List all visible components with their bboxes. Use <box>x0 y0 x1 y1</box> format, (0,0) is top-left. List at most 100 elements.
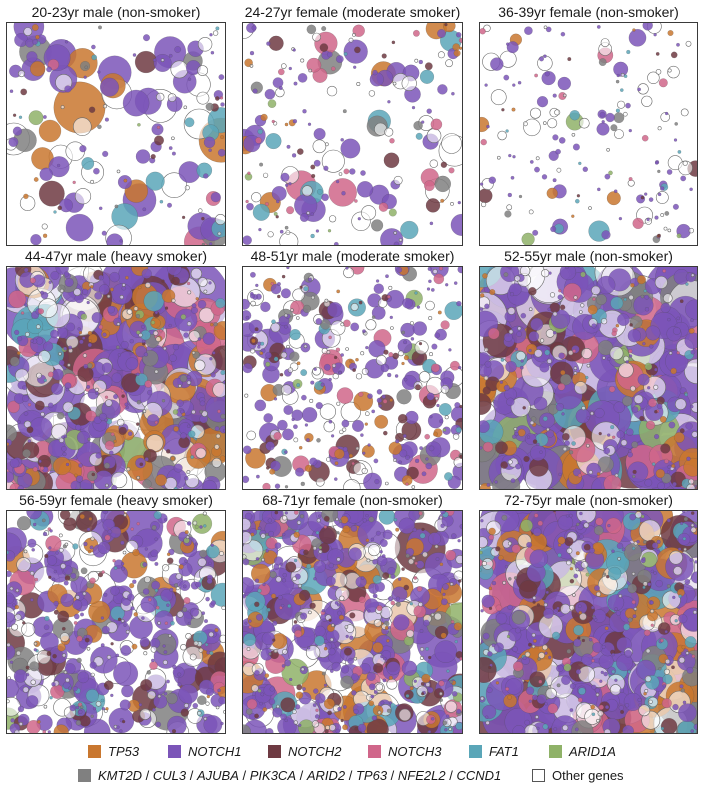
clone-notch1 <box>163 691 168 696</box>
clone-notch1 <box>208 148 212 153</box>
clone-tp53 <box>440 632 447 639</box>
clone-notch1 <box>508 153 512 158</box>
clone-tp53 <box>403 355 410 361</box>
panel-title: 20-23yr male (non-smoker) <box>31 4 201 20</box>
clone-notch1 <box>512 646 518 653</box>
clone-notch1 <box>618 705 624 711</box>
clone-notch1 <box>676 42 680 47</box>
clone-group <box>513 576 518 580</box>
panel-plot <box>242 266 463 490</box>
clone-tp53 <box>131 643 138 650</box>
clone-notch1 <box>480 182 484 186</box>
clone-other <box>183 703 189 708</box>
clone-notch1 <box>119 239 123 243</box>
clone-notch3 <box>159 328 163 333</box>
clone-group <box>135 313 141 319</box>
clone-notch1 <box>637 87 642 92</box>
clone-fat1 <box>53 210 57 214</box>
clone-notch1 <box>177 682 182 687</box>
clone-notch1 <box>76 430 91 445</box>
clone-notch1 <box>298 723 302 728</box>
clone-notch1 <box>512 725 526 733</box>
clone-other <box>250 300 256 307</box>
panel-plot <box>242 22 463 246</box>
clone-notch3 <box>112 558 116 563</box>
clone-notch1 <box>653 571 657 575</box>
clone-notch2 <box>299 285 303 289</box>
clone-other <box>203 717 208 721</box>
clone-notch1 <box>536 726 540 731</box>
clone-notch3 <box>219 96 224 100</box>
clone-other <box>678 656 686 664</box>
clone-tp53 <box>262 707 268 712</box>
clone-notch1 <box>27 439 32 443</box>
clone-notch1 <box>558 472 562 477</box>
clone-tp53 <box>16 351 21 356</box>
clone-notch2 <box>495 546 501 552</box>
clone-other <box>668 351 673 355</box>
clone-notch1 <box>140 324 146 329</box>
clone-notch1 <box>265 727 274 733</box>
clone-notch1 <box>8 136 19 148</box>
clone-notch1 <box>381 394 386 399</box>
clone-notch1 <box>275 199 280 204</box>
clone-other <box>303 344 308 349</box>
clone-other <box>523 121 528 127</box>
clone-notch1 <box>484 715 489 719</box>
clone-notch1 <box>144 547 149 551</box>
clone-fat1 <box>623 74 628 79</box>
clone-group <box>265 532 269 537</box>
bubble-plot <box>243 23 462 245</box>
clone-notch1 <box>83 635 88 639</box>
clone-fat1 <box>143 290 165 312</box>
clone-notch2 <box>577 636 581 640</box>
clone-tp53 <box>214 628 219 633</box>
clone-notch1 <box>667 317 671 322</box>
clone-other <box>673 566 683 576</box>
clone-notch1 <box>493 642 504 653</box>
clone-other <box>41 223 48 230</box>
clone-notch1 <box>573 638 582 647</box>
clone-tp53 <box>432 431 439 437</box>
clone-other <box>61 653 66 658</box>
clone-notch1 <box>75 705 80 710</box>
clone-notch1 <box>154 310 159 315</box>
clone-notch1 <box>575 408 591 424</box>
clone-notch1 <box>636 539 640 544</box>
clone-other <box>184 185 190 191</box>
clone-notch1 <box>210 372 216 378</box>
clone-notch2 <box>303 549 309 556</box>
clone-notch1 <box>151 123 164 136</box>
clone-notch1 <box>270 460 281 472</box>
clone-other <box>690 273 695 277</box>
clone-notch1 <box>480 307 484 312</box>
clone-tp53 <box>386 639 390 643</box>
clone-other <box>58 547 64 553</box>
clone-other <box>328 215 337 223</box>
clone-notch1 <box>151 580 161 590</box>
clone-notch1 <box>106 233 124 245</box>
clone-notch1 <box>291 409 303 421</box>
clone-notch1 <box>606 433 611 437</box>
clone-tp53 <box>673 431 685 443</box>
clone-tp53 <box>245 447 266 469</box>
clone-notch1 <box>386 372 392 378</box>
clone-fat1 <box>293 558 298 563</box>
clone-notch3 <box>343 168 350 175</box>
clone-other <box>377 710 382 715</box>
clone-notch1 <box>142 34 151 42</box>
clone-notch1 <box>552 93 557 98</box>
clone-notch1 <box>506 397 515 407</box>
clone-notch1 <box>202 332 216 345</box>
clone-notch3 <box>661 698 672 709</box>
clone-notch1 <box>419 446 424 451</box>
clone-other <box>373 619 382 628</box>
clone-other <box>638 704 651 717</box>
clone-notch1 <box>154 610 174 630</box>
clone-notch1 <box>625 428 634 436</box>
legend-label: ARID1A <box>569 744 616 759</box>
clone-fat1 <box>315 530 320 535</box>
clone-other <box>629 385 636 392</box>
clone-notch1 <box>668 421 676 429</box>
clone-notch1 <box>321 193 329 202</box>
